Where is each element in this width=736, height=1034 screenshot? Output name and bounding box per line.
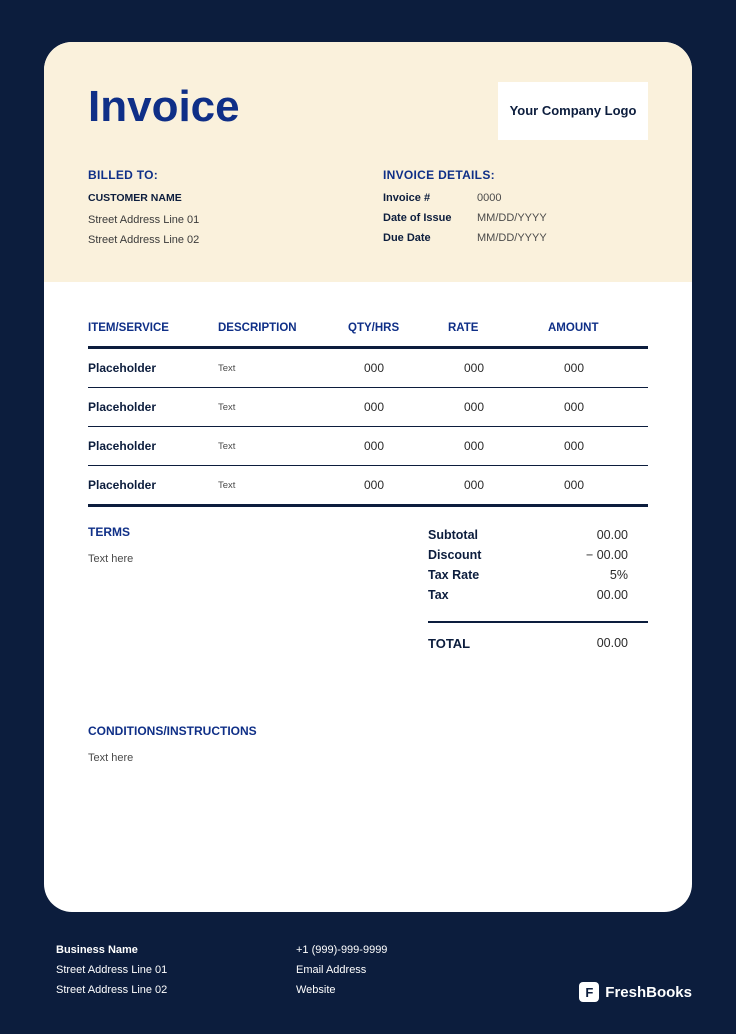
totals-block: Subtotal 00.00 Discount − 00.00 Tax Rate… — [428, 525, 648, 654]
conditions-text: Text here — [88, 752, 648, 764]
total-value: 00.00 — [597, 636, 648, 651]
table-row: PlaceholderText000000000 — [88, 427, 648, 465]
logo-text: Your Company Logo — [510, 103, 637, 119]
cell-rate: 000 — [448, 439, 548, 453]
cell-amount: 000 — [548, 361, 648, 375]
terms-block: TERMS Text here — [88, 525, 408, 654]
table-header: ITEM/SERVICE DESCRIPTION QTY/HRS RATE AM… — [88, 322, 648, 346]
due-date-label: Due Date — [383, 232, 463, 244]
invoice-details-block: INVOICE DETAILS: Invoice # 0000 Date of … — [383, 168, 648, 254]
billed-to-block: BILLED TO: CUSTOMER NAME Street Address … — [88, 168, 353, 254]
due-date-value: MM/DD/YYYY — [477, 232, 547, 244]
date-issue-value: MM/DD/YYYY — [477, 212, 547, 224]
th-qty: QTY/HRS — [348, 322, 448, 334]
invoice-card: Invoice Your Company Logo BILLED TO: CUS… — [44, 42, 692, 912]
row-rule — [88, 504, 648, 507]
conditions-block: CONDITIONS/INSTRUCTIONS Text here — [88, 724, 648, 764]
taxrate-label: Tax Rate — [428, 568, 479, 582]
brand-name: FreshBooks — [605, 984, 692, 1001]
cell-item: Placeholder — [88, 478, 218, 492]
totals-rule — [428, 621, 648, 623]
footer-address-1: Street Address Line 01 — [56, 964, 296, 976]
date-issue-label: Date of Issue — [383, 212, 463, 224]
footer-email: Email Address — [296, 964, 536, 976]
cell-amount: 000 — [548, 400, 648, 414]
discount-label: Discount — [428, 548, 481, 562]
table-row: PlaceholderText000000000 — [88, 388, 648, 426]
cell-qty: 000 — [348, 361, 448, 375]
cell-desc: Text — [218, 441, 348, 452]
table-row: PlaceholderText000000000 — [88, 466, 648, 504]
cell-item: Placeholder — [88, 361, 218, 375]
cell-rate: 000 — [448, 478, 548, 492]
th-item: ITEM/SERVICE — [88, 322, 218, 334]
cell-amount: 000 — [548, 478, 648, 492]
cell-rate: 000 — [448, 361, 548, 375]
customer-name: CUSTOMER NAME — [88, 192, 353, 204]
invoice-number-value: 0000 — [477, 192, 501, 204]
subtotal-value: 00.00 — [597, 528, 648, 542]
page-footer: Business Name Street Address Line 01 Str… — [56, 944, 692, 1004]
cell-amount: 000 — [548, 439, 648, 453]
billed-address-1: Street Address Line 01 — [88, 214, 353, 226]
billed-address-2: Street Address Line 02 — [88, 234, 353, 246]
cell-qty: 000 — [348, 400, 448, 414]
footer-address-2: Street Address Line 02 — [56, 984, 296, 996]
cell-item: Placeholder — [88, 439, 218, 453]
tax-value: 00.00 — [597, 588, 648, 602]
cell-qty: 000 — [348, 478, 448, 492]
cell-desc: Text — [218, 363, 348, 374]
invoice-number-label: Invoice # — [383, 192, 463, 204]
subtotal-label: Subtotal — [428, 528, 478, 542]
taxrate-value: 5% — [610, 568, 648, 582]
terms-text: Text here — [88, 553, 408, 565]
header-band: Invoice Your Company Logo BILLED TO: CUS… — [44, 42, 692, 282]
cell-desc: Text — [218, 480, 348, 491]
brand-badge-icon: F — [579, 982, 599, 1002]
cell-qty: 000 — [348, 439, 448, 453]
tax-label: Tax — [428, 588, 449, 602]
invoice-details-heading: INVOICE DETAILS: — [383, 168, 648, 182]
invoice-body: ITEM/SERVICE DESCRIPTION QTY/HRS RATE AM… — [44, 282, 692, 784]
brand-mark: F FreshBooks — [579, 982, 692, 1002]
table-row: PlaceholderText000000000 — [88, 349, 648, 387]
footer-phone: +1 (999)-999-9999 — [296, 944, 536, 956]
th-rate: RATE — [448, 322, 548, 334]
cell-desc: Text — [218, 402, 348, 413]
billed-to-heading: BILLED TO: — [88, 168, 353, 182]
terms-heading: TERMS — [88, 525, 408, 539]
th-desc: DESCRIPTION — [218, 322, 348, 334]
discount-value: − 00.00 — [586, 548, 648, 562]
company-logo-placeholder: Your Company Logo — [498, 82, 648, 140]
cell-item: Placeholder — [88, 400, 218, 414]
cell-rate: 000 — [448, 400, 548, 414]
page-title: Invoice — [88, 82, 240, 132]
conditions-heading: CONDITIONS/INSTRUCTIONS — [88, 724, 648, 738]
th-amount: AMOUNT — [548, 322, 648, 334]
footer-website: Website — [296, 984, 536, 996]
total-label: TOTAL — [428, 636, 470, 651]
footer-business-name: Business Name — [56, 944, 296, 956]
